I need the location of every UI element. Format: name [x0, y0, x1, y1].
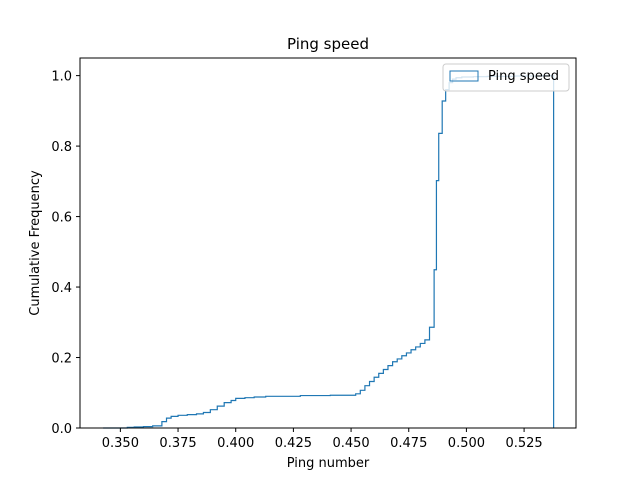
x-tick-label: 0.500	[448, 436, 485, 451]
y-tick-label: 1.0	[51, 70, 72, 85]
x-axis-label: Ping number	[287, 456, 370, 471]
x-tick-label: 0.425	[275, 436, 312, 451]
legend-label: Ping speed	[488, 69, 559, 84]
x-tick-label: 0.375	[159, 436, 196, 451]
chart-title: Ping speed	[287, 35, 369, 53]
y-tick-label: 0.4	[51, 281, 72, 296]
x-tick-label: 0.450	[332, 436, 369, 451]
x-tick-label: 0.350	[102, 436, 139, 451]
x-tick-label: 0.525	[505, 436, 542, 451]
plot-frame	[79, 57, 577, 429]
x-axis: 0.350 0.375 0.400 0.425 0.450 0.475 0.500 0.525	[102, 428, 543, 451]
legend: Ping speed	[442, 63, 570, 92]
legend-swatch	[449, 70, 479, 82]
y-tick-label: 0.0	[51, 422, 72, 437]
y-axis: 0.0 0.2 0.4 0.6 0.8 1.0	[51, 70, 80, 437]
x-tick-label: 0.400	[217, 436, 254, 451]
y-tick-label: 0.8	[51, 140, 72, 155]
y-tick-label: 0.2	[51, 352, 72, 367]
x-tick-label: 0.475	[390, 436, 427, 451]
plot-background	[80, 58, 576, 428]
y-axis-label: Cumulative Frequency	[28, 170, 43, 316]
y-tick-label: 0.6	[51, 211, 72, 226]
